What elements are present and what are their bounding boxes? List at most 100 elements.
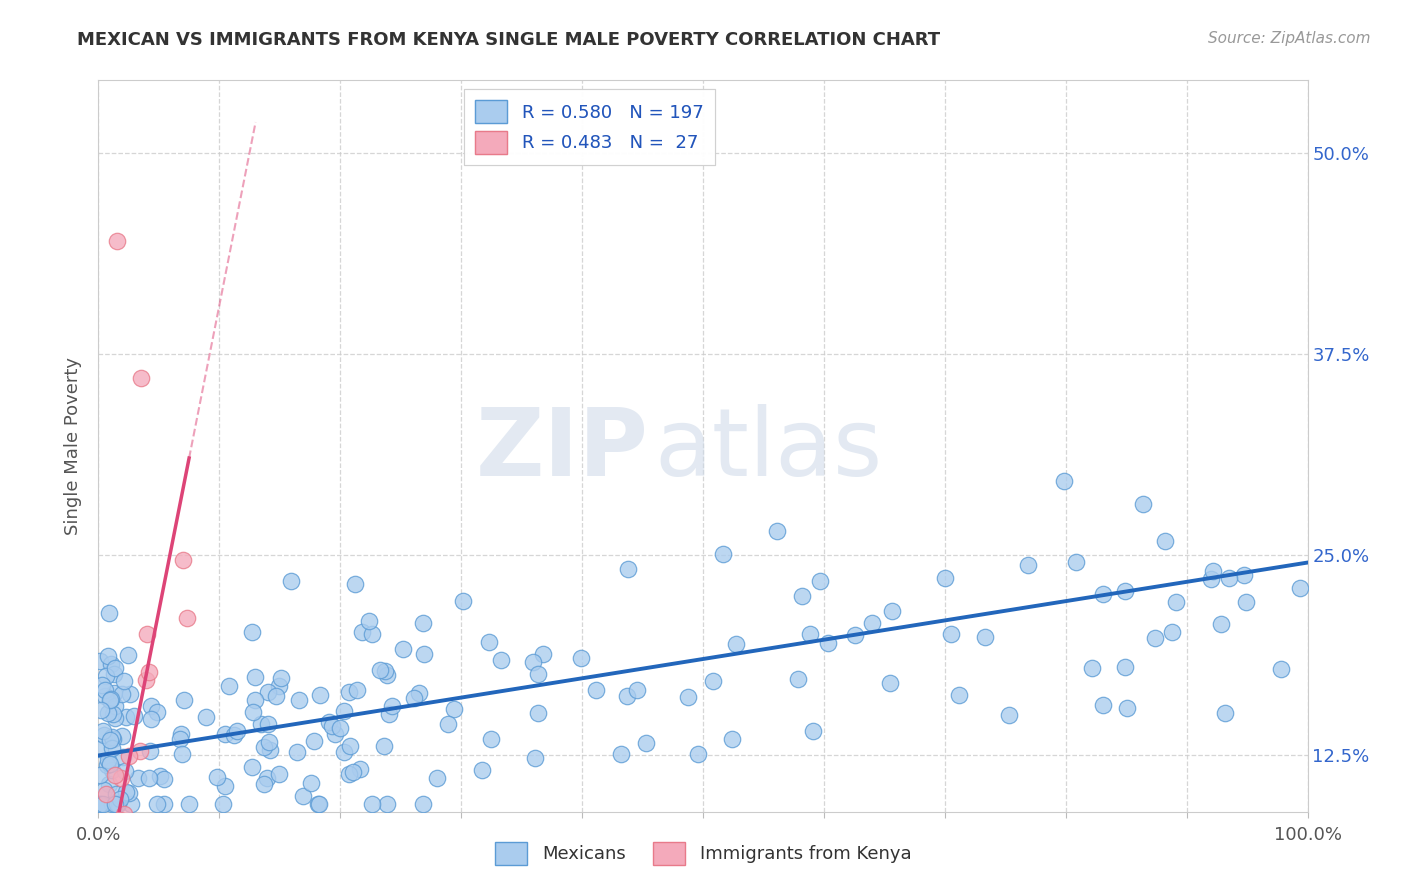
Point (609, 747, 631, 762)
Point (89, 742, 111, 756)
Point (90, 837, 112, 851)
Point (368, 663, 391, 677)
Point (97, 648, 120, 663)
Point (91, 837, 114, 851)
Point (323, 727, 346, 741)
Point (111, 687, 134, 701)
Point (89, 768, 111, 782)
Point (1154, 534, 1177, 549)
Point (103, 686, 125, 700)
Point (948, 689, 970, 703)
Point (93, 728, 115, 742)
Point (94, 690, 117, 704)
Point (127, 771, 149, 785)
Text: Source: ZipAtlas.com: Source: ZipAtlas.com (1208, 31, 1371, 46)
Point (145, 706, 167, 720)
Point (443, 702, 465, 716)
Point (89, 837, 111, 851)
Point (94, 668, 117, 682)
Point (103, 661, 125, 675)
Point (333, 745, 356, 759)
Point (264, 689, 287, 703)
Point (1218, 571, 1240, 585)
Point (1132, 497, 1154, 511)
Point (766, 524, 789, 538)
Point (787, 672, 810, 686)
Point (451, 594, 474, 608)
Point (173, 693, 195, 707)
Point (381, 699, 404, 714)
Point (152, 797, 174, 811)
Point (218, 679, 240, 693)
Point (337, 684, 360, 698)
Point (138, 771, 160, 785)
Point (120, 687, 142, 701)
Point (97, 777, 120, 791)
Point (478, 635, 501, 649)
Point (111, 729, 134, 743)
Point (205, 770, 228, 784)
Point (243, 670, 266, 684)
Point (89, 654, 111, 668)
Point (1201, 564, 1223, 578)
Point (108, 813, 131, 827)
Point (129, 370, 152, 384)
Point (89, 837, 111, 851)
Point (253, 777, 276, 791)
Point (408, 686, 430, 700)
Point (172, 553, 194, 567)
Point (149, 769, 172, 783)
Point (214, 727, 236, 741)
Legend: R = 0.580   N = 197, R = 0.483   N =  27: R = 0.580 N = 197, R = 0.483 N = 27 (464, 89, 714, 165)
Point (939, 627, 962, 641)
Point (378, 707, 401, 722)
Point (321, 719, 343, 733)
Point (437, 717, 460, 731)
Point (346, 682, 368, 697)
Point (103, 667, 125, 681)
Point (120, 797, 142, 811)
Point (1288, 581, 1310, 595)
Point (240, 760, 263, 774)
Point (90, 678, 112, 692)
Point (253, 739, 276, 754)
Point (135, 673, 157, 688)
Point (256, 772, 278, 786)
Point (1092, 698, 1115, 712)
Point (100, 692, 122, 706)
Point (1199, 572, 1222, 586)
Point (97, 753, 120, 767)
Point (879, 676, 901, 690)
Point (308, 797, 330, 811)
Point (101, 764, 124, 778)
Point (94, 787, 117, 801)
Point (101, 707, 124, 722)
Point (359, 614, 381, 628)
Point (269, 679, 291, 693)
Point (118, 748, 141, 763)
Point (104, 787, 127, 801)
Point (616, 689, 638, 703)
Point (89, 837, 111, 851)
Point (117, 648, 139, 662)
Point (112, 807, 135, 822)
Point (412, 797, 434, 811)
Point (256, 685, 278, 699)
Point (1270, 662, 1292, 676)
Point (146, 797, 169, 811)
Point (97, 606, 120, 620)
Point (352, 624, 374, 639)
Point (934, 570, 956, 584)
Point (391, 641, 413, 656)
Point (110, 772, 132, 786)
Point (105, 797, 128, 811)
Point (302, 733, 325, 747)
Point (104, 710, 127, 724)
Point (288, 692, 311, 706)
Point (139, 698, 162, 713)
Point (713, 547, 735, 561)
Point (212, 797, 235, 811)
Point (1092, 587, 1115, 601)
Point (1144, 632, 1167, 646)
Point (801, 724, 824, 739)
